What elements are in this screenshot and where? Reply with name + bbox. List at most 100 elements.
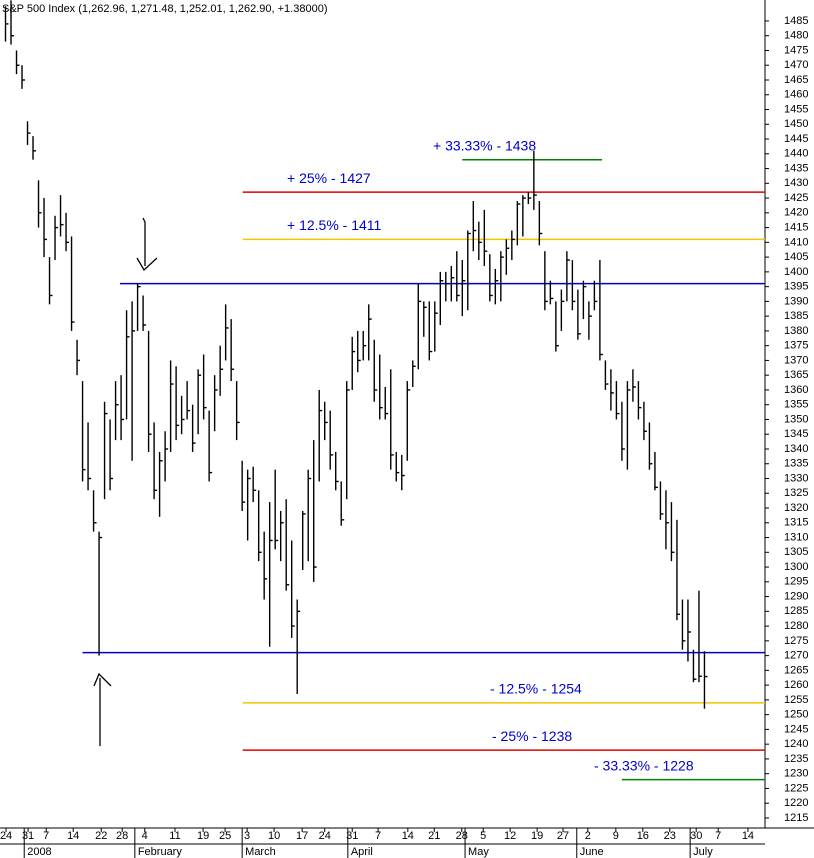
level-label: + 25% - 1427 — [287, 170, 371, 186]
arrow-down — [136, 217, 158, 272]
y-tick-label: 1350 — [784, 413, 808, 425]
month-label: May — [468, 846, 489, 858]
x-tick-label: 7 — [375, 830, 381, 842]
level-label: - 12.5% - 1254 — [490, 681, 582, 697]
y-tick-label: 1245 — [784, 723, 808, 735]
x-tick-label: 25 — [219, 830, 231, 842]
y-tick-label: 1415 — [784, 221, 808, 233]
x-tick-label: 19 — [531, 830, 543, 842]
y-tick-label: 1360 — [784, 384, 808, 396]
x-tick-label: 10 — [268, 830, 280, 842]
y-tick-label: 1300 — [784, 561, 808, 573]
y-tick-label: 1435 — [784, 162, 808, 174]
x-tick-label: 12 — [504, 830, 516, 842]
y-tick-label: 1315 — [784, 517, 808, 529]
y-tick-label: 1370 — [784, 354, 808, 366]
y-tick-label: 1250 — [784, 709, 808, 721]
y-tick-label: 1225 — [784, 782, 808, 794]
y-tick-label: 1295 — [784, 576, 808, 588]
month-label: April — [351, 846, 373, 858]
y-tick-label: 1410 — [784, 236, 808, 248]
month-label: 2008 — [27, 846, 51, 858]
y-tick-label: 1325 — [784, 487, 808, 499]
x-tick-label: 14 — [402, 830, 414, 842]
x-tick-label: 3 — [244, 830, 250, 842]
y-tick-label: 1230 — [784, 768, 808, 780]
x-tick-label: 21 — [428, 830, 440, 842]
y-tick-label: 1285 — [784, 605, 808, 617]
y-tick-label: 1385 — [784, 310, 808, 322]
y-tick-label: 1265 — [784, 664, 808, 676]
y-tick-label: 1420 — [784, 207, 808, 219]
level-label: - 25% - 1238 — [492, 728, 572, 744]
arrow-up — [93, 672, 112, 746]
month-label: March — [245, 846, 276, 858]
x-tick-label: 4 — [142, 830, 148, 842]
x-tick-label: 22 — [95, 830, 107, 842]
level-label: + 33.33% - 1438 — [433, 137, 536, 153]
y-tick-label: 1320 — [784, 502, 808, 514]
y-tick-label: 1335 — [784, 458, 808, 470]
x-tick-label: 24 — [319, 830, 331, 842]
y-tick-label: 1240 — [784, 738, 808, 750]
y-tick-label: 1275 — [784, 635, 808, 647]
x-tick-label: 14 — [67, 830, 79, 842]
y-tick-label: 1340 — [784, 443, 808, 455]
x-tick-label: 19 — [197, 830, 209, 842]
y-tick-label: 1235 — [784, 753, 808, 765]
y-tick-label: 1215 — [784, 812, 808, 824]
level-label: + 12.5% - 1411 — [287, 217, 382, 233]
x-tick-label: 2 — [585, 830, 591, 842]
y-tick-label: 1440 — [784, 148, 808, 160]
x-tick-label: 14 — [742, 830, 754, 842]
y-tick-label: 1485 — [784, 15, 808, 27]
y-tick-label: 1470 — [784, 59, 808, 71]
y-tick-label: 1330 — [784, 472, 808, 484]
y-tick-label: 1400 — [784, 266, 808, 278]
y-tick-label: 1380 — [784, 325, 808, 337]
y-tick-label: 1375 — [784, 340, 808, 352]
y-tick-label: 1270 — [784, 650, 808, 662]
x-tick-label: 17 — [296, 830, 308, 842]
x-tick-label: 23 — [664, 830, 676, 842]
y-tick-label: 1390 — [784, 295, 808, 307]
y-tick-label: 1465 — [784, 74, 808, 86]
x-tick-label: 11 — [169, 830, 180, 842]
y-tick-label: 1355 — [784, 399, 808, 411]
x-tick-label: 31 — [22, 830, 34, 842]
y-tick-label: 1290 — [784, 590, 808, 602]
y-tick-label: 1480 — [784, 30, 808, 42]
y-tick-label: 1460 — [784, 89, 808, 101]
month-label: June — [580, 846, 604, 858]
y-tick-label: 1305 — [784, 546, 808, 558]
y-tick-label: 1405 — [784, 251, 808, 263]
y-tick-label: 1345 — [784, 428, 808, 440]
x-tick-label: 28 — [116, 830, 128, 842]
y-tick-label: 1310 — [784, 531, 808, 543]
x-tick-label: 7 — [43, 830, 49, 842]
x-tick-label: 5 — [480, 830, 486, 842]
x-tick-label: 31 — [346, 830, 358, 842]
y-tick-label: 1425 — [784, 192, 808, 204]
x-tick-label: 16 — [637, 830, 649, 842]
y-tick-label: 1280 — [784, 620, 808, 632]
month-label: February — [138, 846, 183, 858]
x-tick-label: 7 — [715, 830, 721, 842]
y-tick-label: 1365 — [784, 369, 808, 381]
y-tick-label: 1395 — [784, 281, 808, 293]
month-label: July — [693, 846, 713, 858]
chart-title: S&P 500 Index (1,262.96, 1,271.48, 1,252… — [2, 3, 327, 15]
x-tick-label: 9 — [613, 830, 619, 842]
level-label: - 33.33% - 1228 — [594, 757, 694, 773]
x-tick-label: 28 — [456, 830, 468, 842]
y-tick-label: 1255 — [784, 694, 808, 706]
y-tick-label: 1475 — [784, 44, 808, 56]
y-tick-label: 1450 — [784, 118, 808, 130]
y-tick-label: 1445 — [784, 133, 808, 145]
x-tick-label: 30 — [690, 830, 702, 842]
y-tick-label: 1220 — [784, 797, 808, 809]
x-tick-label: 27 — [557, 830, 569, 842]
x-tick-label: 24 — [0, 830, 12, 842]
y-tick-label: 1260 — [784, 679, 808, 691]
